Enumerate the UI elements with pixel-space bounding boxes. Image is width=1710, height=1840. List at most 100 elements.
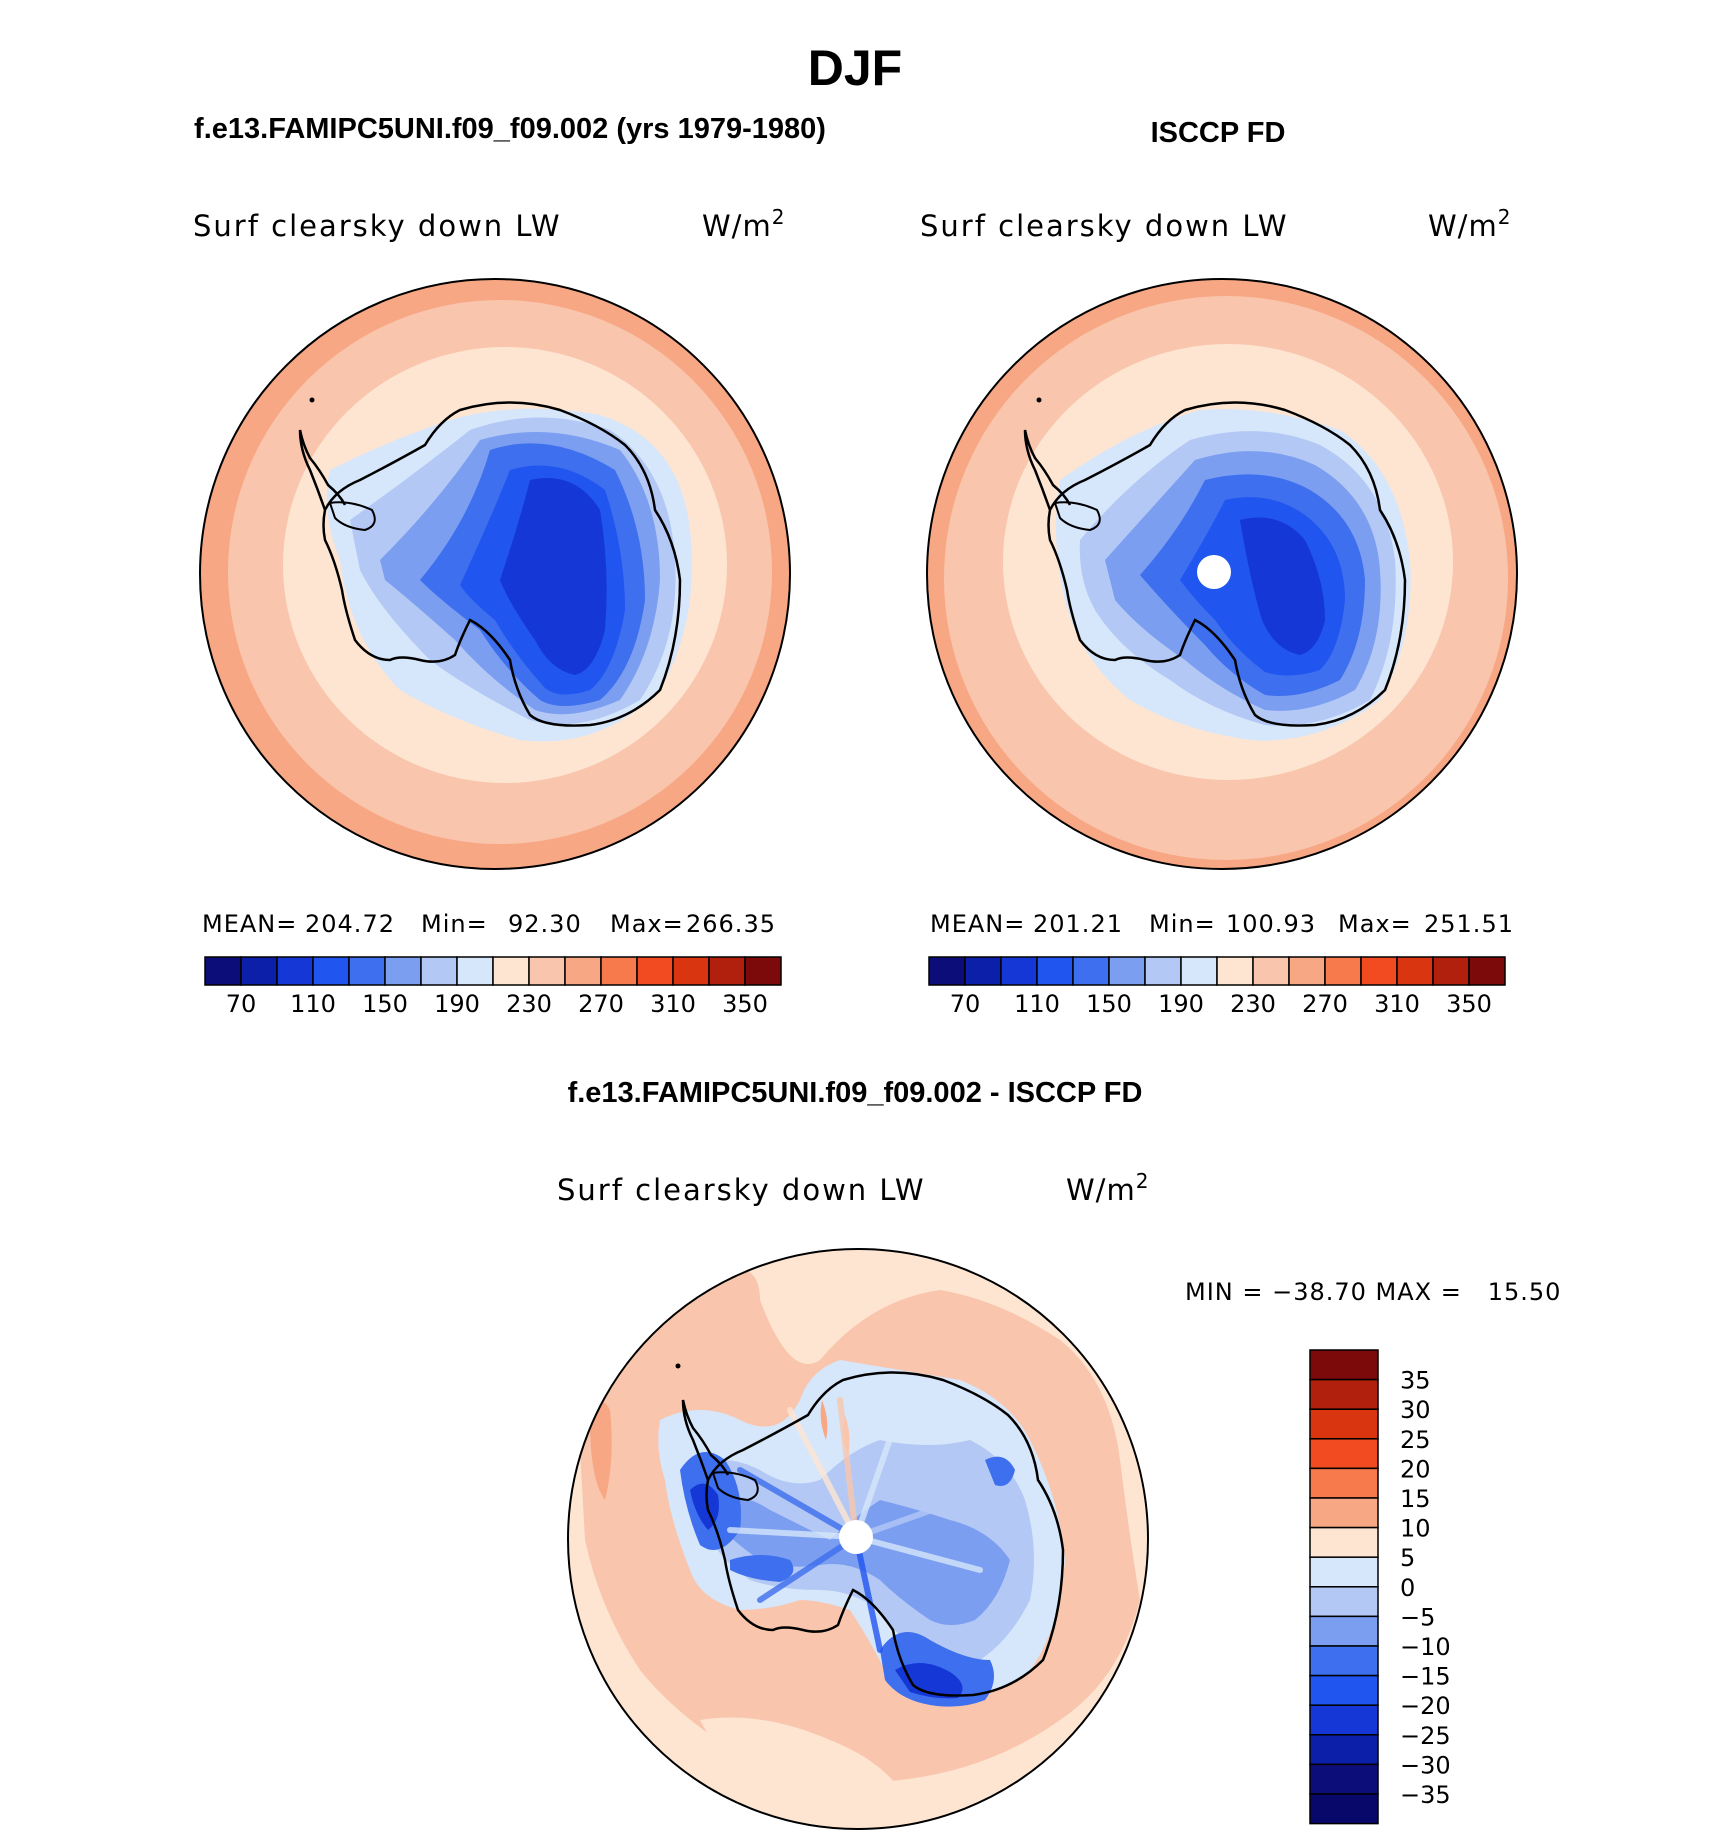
- right-colorbar: 70 110 150 190 230 270 310 350: [928, 956, 1506, 1018]
- diff-colorbar-tick-label: −35: [1400, 1781, 1451, 1809]
- left-colorbar-swatch: [636, 956, 674, 986]
- left-colorbar-swatch: [204, 956, 242, 986]
- right-colorbar-tick-label: 150: [1086, 990, 1132, 1018]
- diff-colorbar-tick-label: 0: [1400, 1574, 1415, 1602]
- left-colorbar-swatch: [456, 956, 494, 986]
- right-colorbar-swatch: [1036, 956, 1074, 986]
- right-variable-title: Surf clearsky down LW: [920, 209, 1289, 243]
- diff-colorbar-swatch: [1309, 1615, 1379, 1647]
- diff-colorbar-tick-label: 10: [1400, 1515, 1431, 1543]
- diff-colorbar-swatch: [1309, 1526, 1379, 1558]
- diff-colorbar-swatch: [1309, 1408, 1379, 1440]
- right-colorbar-swatch: [1252, 956, 1290, 986]
- diff-pole-hole: [839, 1520, 873, 1554]
- right-colorbar-tick-label: 70: [950, 990, 981, 1018]
- diff-panel-heading: f.e13.FAMIPC5UNI.f09_f09.002 - ISCCP FD: [568, 1077, 1143, 1109]
- diff-colorbar-swatch: [1309, 1645, 1379, 1677]
- diff-colorbar-tick-label: −25: [1400, 1722, 1451, 1750]
- diff-colorbar-tick-label: 35: [1400, 1367, 1431, 1395]
- diff-colorbar-swatch: [1309, 1556, 1379, 1588]
- left-colorbar-tick-label: 110: [290, 990, 336, 1018]
- diff-colorbar-tick-label: 20: [1400, 1455, 1431, 1483]
- right-pole-hole: [1197, 555, 1231, 589]
- right-colorbar-swatch: [1468, 956, 1506, 986]
- diff-colorbar-tick-label: −10: [1400, 1633, 1451, 1661]
- right-colorbar-tick-label: 190: [1158, 990, 1204, 1018]
- right-polar-map: [926, 278, 1518, 870]
- left-colorbar: 70 110 150 190 230 270 310 350: [204, 956, 782, 1018]
- right-colorbar-swatch: [1000, 956, 1038, 986]
- left-stats: MEAN= 204.72 Min= 92.30 Max=266.35: [202, 910, 776, 938]
- diff-colorbar-swatch: [1309, 1378, 1379, 1410]
- diff-colorbar-swatch: [1309, 1497, 1379, 1529]
- right-colorbar-swatch: [1396, 956, 1434, 986]
- left-colorbar-tick-label: 310: [650, 990, 696, 1018]
- left-colorbar-swatch: [564, 956, 602, 986]
- left-colorbar-swatch: [492, 956, 530, 986]
- left-colorbar-swatch: [708, 956, 746, 986]
- difference-polar-map: [567, 1248, 1149, 1830]
- diff-colorbar-tick-label: 25: [1400, 1426, 1431, 1454]
- right-colorbar-swatch: [1108, 956, 1146, 986]
- diff-colorbar-tick-label: −5: [1400, 1603, 1435, 1631]
- diff-colorbar-tick-label: −20: [1400, 1692, 1451, 1720]
- diff-colorbar-swatch: [1309, 1438, 1379, 1470]
- diff-colorbar-tick-label: −30: [1400, 1751, 1451, 1779]
- diff-colorbar-swatch: [1309, 1586, 1379, 1618]
- diff-colorbar-tick-label: −15: [1400, 1663, 1451, 1691]
- diff-colorbar-tick-label: 30: [1400, 1396, 1431, 1424]
- diff-colorbar-swatch: [1309, 1349, 1379, 1381]
- right-colorbar-tick-label: 350: [1446, 990, 1492, 1018]
- right-colorbar-swatch: [1324, 956, 1362, 986]
- left-colorbar-tick-label: 150: [362, 990, 408, 1018]
- right-colorbar-swatch: [1072, 956, 1110, 986]
- diff-colorbar-tick-label: 15: [1400, 1485, 1431, 1513]
- diff-colorbar-swatch: [1309, 1467, 1379, 1499]
- left-colorbar-swatch: [744, 956, 782, 986]
- left-colorbar-tick-label: 270: [578, 990, 624, 1018]
- right-colorbar-tick-label: 270: [1302, 990, 1348, 1018]
- diff-colorbar-swatch: [1309, 1674, 1379, 1706]
- left-colorbar-swatch: [312, 956, 350, 986]
- right-colorbar-swatch: [928, 956, 966, 986]
- diff-colorbar-swatch: [1309, 1734, 1379, 1766]
- right-colorbar-swatch: [1432, 956, 1470, 986]
- diff-colorbar-swatch: [1309, 1793, 1379, 1825]
- right-colorbar-swatch: [1360, 956, 1398, 986]
- diff-colorbar-swatch: [1309, 1763, 1379, 1795]
- left-colorbar-tick-label: 350: [722, 990, 768, 1018]
- season-title: DJF: [808, 40, 902, 96]
- left-colorbar-tick-label: 190: [434, 990, 480, 1018]
- left-units: W/m2: [702, 205, 785, 243]
- diff-colorbar-tick-label: 5: [1400, 1544, 1415, 1572]
- left-colorbar-swatch: [420, 956, 458, 986]
- left-colorbar-swatch: [600, 956, 638, 986]
- left-colorbar-swatch: [384, 956, 422, 986]
- right-colorbar-swatch: [1216, 956, 1254, 986]
- left-colorbar-swatch: [348, 956, 386, 986]
- right-colorbar-tick-label: 310: [1374, 990, 1420, 1018]
- left-colorbar-swatch: [276, 956, 314, 986]
- right-colorbar-swatch: [1288, 956, 1326, 986]
- right-units: W/m2: [1428, 205, 1511, 243]
- right-stats: MEAN= 201.21 Min= 100.93 Max= 251.51: [930, 910, 1514, 938]
- diff-units: W/m2: [1066, 1169, 1149, 1207]
- diff-min-max: MIN = −38.70 MAX = 15.50: [1185, 1278, 1561, 1306]
- left-polar-map: [199, 278, 791, 870]
- right-colorbar-tick-label: 110: [1014, 990, 1060, 1018]
- diff-colorbar-swatch: [1309, 1704, 1379, 1736]
- right-colorbar-swatch: [1144, 956, 1182, 986]
- right-colorbar-swatch: [964, 956, 1002, 986]
- left-colorbar-swatch: [672, 956, 710, 986]
- left-panel-heading: f.e13.FAMIPC5UNI.f09_f09.002 (yrs 1979-1…: [194, 113, 826, 145]
- left-colorbar-swatch: [528, 956, 566, 986]
- diff-variable-title: Surf clearsky down LW: [557, 1173, 926, 1207]
- right-panel-heading: ISCCP FD: [1151, 117, 1286, 149]
- right-colorbar-swatch: [1180, 956, 1218, 986]
- right-colorbar-tick-label: 230: [1230, 990, 1276, 1018]
- left-colorbar-tick-label: 230: [506, 990, 552, 1018]
- left-colorbar-tick-label: 70: [226, 990, 257, 1018]
- left-colorbar-swatch: [240, 956, 278, 986]
